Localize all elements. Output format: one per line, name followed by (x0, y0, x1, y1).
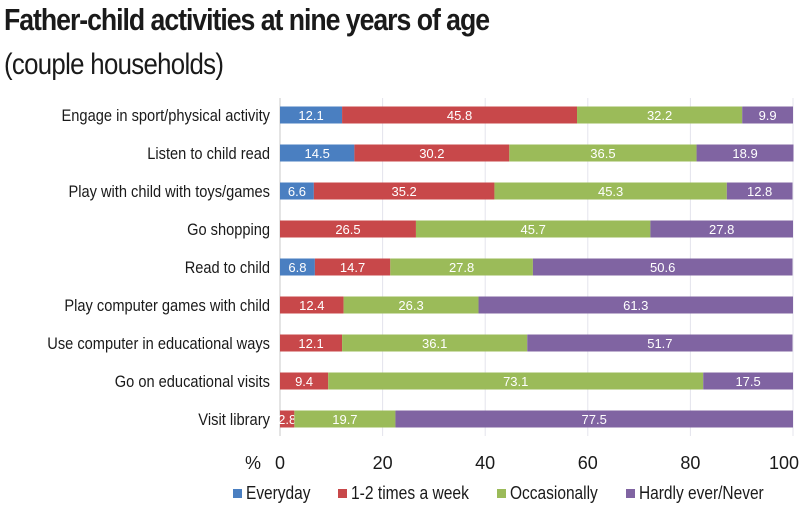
bar-segment (494, 182, 727, 200)
bar-segment (280, 410, 295, 428)
data-label: 2.8 (278, 412, 296, 427)
data-label: 14.5 (305, 146, 330, 161)
bar-segment (280, 334, 343, 352)
data-label: 27.8 (709, 222, 734, 237)
data-label: 9.9 (759, 108, 777, 123)
x-tick-label: 100 (769, 453, 799, 473)
category-label: Play computer games with child (64, 296, 270, 315)
data-label: 36.1 (422, 336, 447, 351)
data-label: 12.8 (747, 184, 772, 199)
bar-segment (313, 182, 495, 200)
x-tick-label: 80 (680, 453, 700, 473)
data-label: 26.3 (398, 298, 423, 313)
bar-segment (342, 334, 528, 352)
legend-item: Occasionally (497, 483, 598, 503)
legend-label: Hardly ever/Never (639, 483, 764, 503)
data-label: 45.7 (521, 222, 546, 237)
legend-item: Everyday (233, 483, 311, 503)
bar-segment (532, 258, 793, 276)
data-label: 26.5 (335, 222, 360, 237)
legend-swatch (626, 489, 635, 498)
bar-segment (314, 258, 391, 276)
bar-segment (742, 106, 793, 124)
data-label: 30.2 (419, 146, 444, 161)
bar-segment (280, 296, 344, 314)
bar-segment (577, 106, 743, 124)
data-label: 6.6 (288, 184, 306, 199)
data-label: 32.2 (647, 108, 672, 123)
bar-segment (342, 106, 578, 124)
legend-item: Hardly ever/Never (626, 483, 764, 503)
legend-label: 1-2 times a week (351, 483, 470, 503)
bar-segment (509, 144, 697, 162)
bars: 12.1 45.8 32.2 9.9 14.5 30.2 36.5 18.9 6.6 35.2 45… (278, 106, 794, 428)
data-label: 77.5 (582, 412, 607, 427)
data-label: 61.3 (623, 298, 648, 313)
legend-label: Everyday (246, 483, 311, 503)
bar-segment (703, 372, 793, 390)
x-axis-label: % (245, 453, 261, 473)
category-label: Listen to child read (147, 144, 270, 163)
category-label: Read to child (185, 258, 270, 277)
bar-segment (527, 334, 793, 352)
legend-swatch (338, 489, 347, 498)
bar-segment (390, 258, 533, 276)
x-tick-label: 0 (275, 453, 285, 473)
data-label: 14.7 (340, 260, 365, 275)
category-label: Go on educational visits (115, 372, 270, 391)
data-label: 51.7 (647, 336, 672, 351)
data-label: 35.2 (391, 184, 416, 199)
category-labels: Engage in sport/physical activity Listen … (47, 106, 270, 429)
bar-segment (328, 372, 704, 390)
category-label: Go shopping (187, 220, 270, 239)
data-label: 17.5 (735, 374, 760, 389)
bar-segment (696, 144, 794, 162)
x-tick-label: 60 (578, 453, 598, 473)
x-tick-label: 20 (373, 453, 393, 473)
bar-segment (415, 220, 651, 238)
legend-item: 1-2 times a week (338, 483, 470, 503)
data-label: 73.1 (503, 374, 528, 389)
bar-segment (280, 258, 315, 276)
bar-segment (294, 410, 396, 428)
data-label: 45.8 (447, 108, 472, 123)
legend-swatch (497, 489, 506, 498)
bar-segment (478, 296, 793, 314)
bar-segment (280, 144, 355, 162)
x-axis-ticks: % 0 20 40 60 80 100 (245, 453, 799, 473)
data-label: 19.7 (332, 412, 357, 427)
bar-segment (343, 296, 479, 314)
legend: Everyday 1-2 times a week Occasionally Hard… (233, 483, 764, 503)
bar-segment (354, 144, 510, 162)
legend-swatch (233, 489, 242, 498)
data-label: 12.1 (298, 336, 323, 351)
category-label: Play with child with toys/games (69, 182, 271, 201)
bar-segment (280, 220, 416, 238)
category-label: Use computer in educational ways (47, 334, 270, 353)
bar-segment (726, 182, 793, 200)
category-label: Engage in sport/physical activity (62, 106, 271, 125)
bar-segment (650, 220, 793, 238)
bar-segment (280, 106, 343, 124)
bar-segment (395, 410, 793, 428)
data-label: 27.8 (449, 260, 474, 275)
chart-title: Father-child activities at nine years of… (4, 2, 490, 37)
data-label: 45.3 (598, 184, 623, 199)
x-tick-label: 40 (475, 453, 495, 473)
data-label: 9.4 (295, 374, 313, 389)
legend-label: Occasionally (510, 483, 598, 503)
data-label: 18.9 (732, 146, 757, 161)
chart-subtitle: (couple households) (4, 48, 224, 81)
data-label: 50.6 (650, 260, 675, 275)
data-label: 12.4 (299, 298, 324, 313)
bar-segment (280, 372, 329, 390)
bar-segment (280, 182, 314, 200)
category-label: Visit library (198, 410, 270, 429)
data-label: 12.1 (298, 108, 323, 123)
data-label: 36.5 (590, 146, 615, 161)
data-label: 6.8 (288, 260, 306, 275)
